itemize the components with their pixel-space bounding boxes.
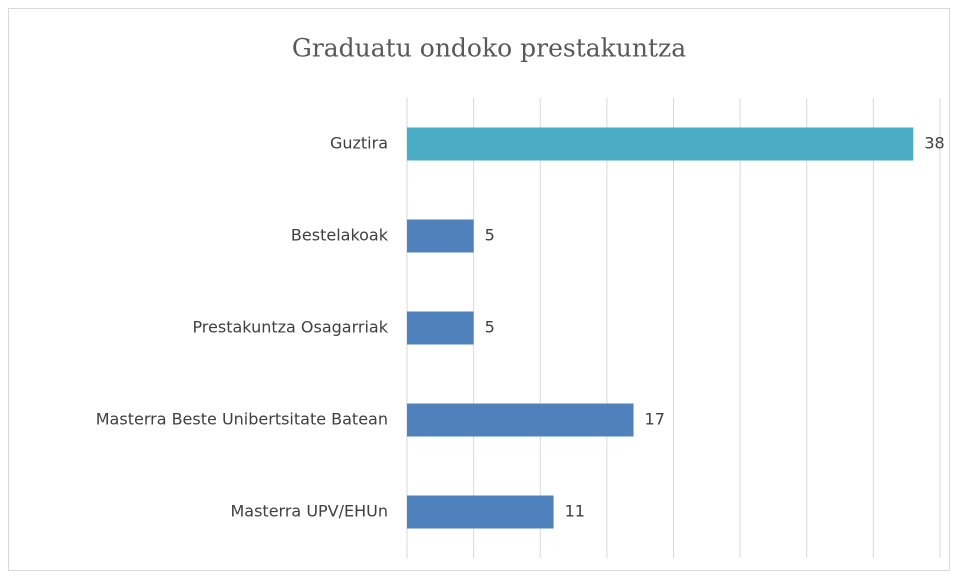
bar — [407, 403, 634, 437]
data-label: 11 — [565, 502, 585, 521]
data-label: 38 — [924, 134, 944, 153]
y-tick-label: Masterra Beste Unibertsitate Batean — [96, 410, 388, 429]
chart-border — [8, 8, 950, 571]
data-label: 5 — [485, 318, 495, 337]
bar — [407, 219, 474, 253]
data-label: 5 — [485, 226, 495, 245]
y-tick-label: Guztira — [330, 134, 388, 153]
y-tick-label: Masterra UPV/EHUn — [230, 502, 388, 521]
y-tick-label: Prestakuntza Osagarriak — [192, 318, 388, 337]
y-tick-label: Bestelakoak — [291, 226, 389, 245]
chart-title: Graduatu ondoko prestakuntza — [292, 34, 686, 63]
bar — [407, 127, 914, 161]
bar — [407, 311, 474, 345]
bar — [407, 495, 554, 529]
data-label: 17 — [645, 410, 665, 429]
